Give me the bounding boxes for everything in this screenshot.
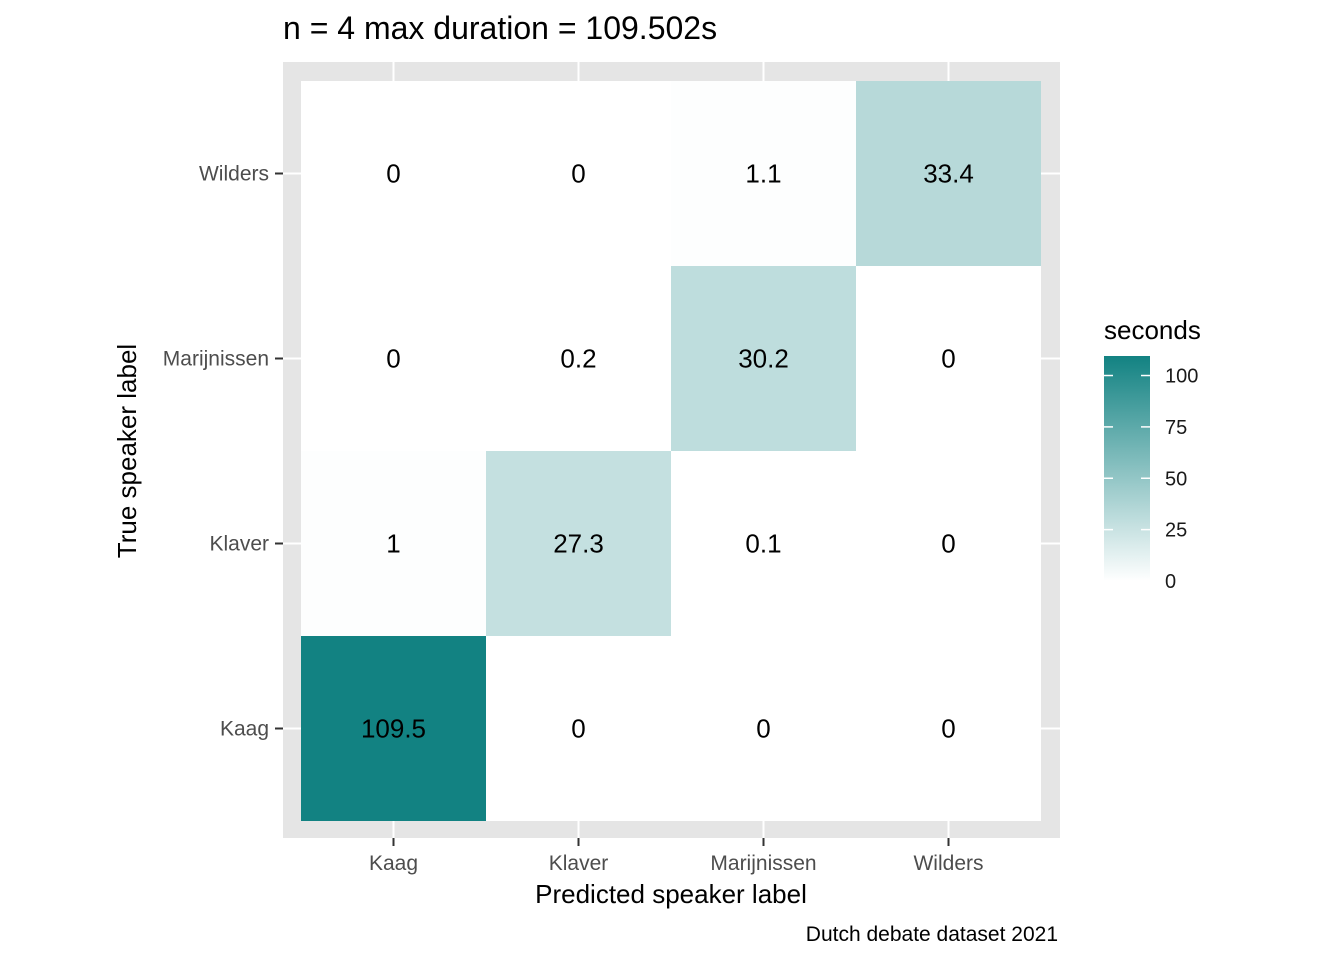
x-tick-label: Wilders: [913, 852, 983, 875]
legend-title: seconds: [1104, 315, 1201, 345]
cell-value-label: 0: [756, 714, 770, 744]
heatmap-cell: [856, 81, 1041, 266]
heatmap-cell: [671, 636, 856, 821]
cell-value-label: 0: [571, 159, 585, 189]
y-axis-ticks: Kaag Klaver Marijnissen Wilders: [163, 163, 283, 741]
x-tick-label: Klaver: [549, 852, 609, 875]
cell-value-label: 33.4: [923, 159, 974, 189]
y-tick-label: Kaag: [220, 718, 269, 741]
x-tick-label: Marijnissen: [710, 852, 816, 875]
heatmap-cell: [856, 636, 1041, 821]
cell-value-label: 0: [941, 714, 955, 744]
x-tick-label: Kaag: [369, 852, 418, 875]
heatmap-cell: [856, 451, 1041, 636]
y-tick-label: Klaver: [209, 533, 269, 556]
y-axis-title: True speaker label: [112, 344, 142, 558]
heatmap-cell: [486, 81, 671, 266]
heatmap-cell: [486, 636, 671, 821]
cell-value-label: 0: [386, 344, 400, 374]
heatmap-cell: [486, 451, 671, 636]
y-tick-label: Wilders: [199, 163, 269, 186]
cell-value-label: 0.2: [560, 344, 596, 374]
legend-tick-label: 25: [1165, 520, 1187, 542]
chart-title: n = 4 max duration = 109.502s: [283, 10, 717, 46]
legend-tick-label: 75: [1165, 417, 1187, 439]
heatmap-cell: [486, 266, 671, 451]
legend-tick-label: 50: [1165, 468, 1187, 490]
y-tick-label: Marijnissen: [163, 348, 269, 371]
heatmap-cells: 109.5 0 0 0 1 27.3 0.1 0 0 0.2 30.2 0 0 0 1.1 33.4: [301, 81, 1041, 821]
cell-value-label: 0.1: [745, 529, 781, 559]
legend-tick-label: 100: [1165, 366, 1198, 388]
cell-value-label: 27.3: [553, 529, 604, 559]
cell-value-label: 0: [941, 344, 955, 374]
color-legend: seconds 0 25 50 75 100: [1104, 315, 1201, 593]
cell-value-label: 1: [386, 529, 400, 559]
heatmap-cell: [301, 451, 486, 636]
heatmap-cell: [301, 81, 486, 266]
cell-value-label: 109.5: [361, 714, 426, 744]
heatmap-cell: [671, 451, 856, 636]
legend-tick-label: 0: [1165, 571, 1176, 593]
x-axis-ticks: Kaag Klaver Marijnissen Wilders: [369, 838, 984, 875]
heatmap-cell: [671, 81, 856, 266]
cell-value-label: 0: [941, 529, 955, 559]
x-axis-title: Predicted speaker label: [535, 879, 807, 909]
heatmap-cell: [671, 266, 856, 451]
heatmap-cell: [301, 266, 486, 451]
heatmap-cell: [301, 636, 486, 821]
legend-colorbar: [1104, 356, 1150, 581]
cell-value-label: 0: [571, 714, 585, 744]
cell-value-label: 0: [386, 159, 400, 189]
cell-value-label: 30.2: [738, 344, 789, 374]
chart-caption: Dutch debate dataset 2021: [806, 923, 1058, 946]
heatmap-cell: [856, 266, 1041, 451]
cell-value-label: 1.1: [745, 159, 781, 189]
